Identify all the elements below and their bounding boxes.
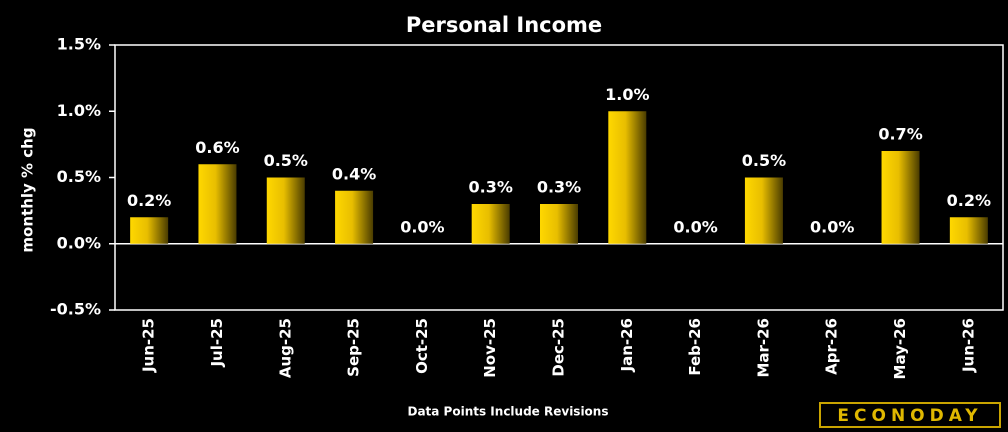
x-tick-label: Jul-25	[208, 318, 226, 368]
bar	[949, 217, 988, 244]
bar	[266, 177, 305, 244]
y-tick-label: -0.5%	[50, 300, 101, 319]
y-tick-label: 0.5%	[57, 167, 101, 186]
bar	[608, 111, 647, 244]
value-label: 0.7%	[878, 125, 922, 144]
value-label: 0.5%	[742, 151, 786, 170]
x-tick-label: Nov-25	[481, 318, 499, 378]
bar	[198, 164, 237, 244]
y-tick-label: 1.0%	[57, 101, 101, 120]
bar	[881, 151, 920, 244]
x-tick-label: Mar-26	[754, 318, 772, 378]
value-label: 0.0%	[810, 217, 854, 236]
bar	[130, 217, 169, 244]
y-axis-label: monthly % chg	[19, 127, 37, 252]
x-tick-label: Oct-25	[413, 318, 431, 374]
x-tick-label: Feb-26	[686, 318, 704, 376]
value-label: 0.0%	[673, 217, 717, 236]
x-tick-label: Jun-25	[140, 318, 158, 373]
y-tick-label: 0.0%	[57, 233, 101, 252]
value-label: 0.2%	[947, 191, 991, 210]
x-tick-label: Jun-26	[959, 318, 977, 373]
x-tick-label: Aug-25	[276, 318, 294, 378]
source-logo: ECONODAY	[837, 406, 982, 426]
value-label: 0.2%	[127, 191, 171, 210]
value-label: 0.6%	[195, 138, 239, 157]
value-label: 1.0%	[605, 85, 649, 104]
x-tick-label: Dec-25	[550, 318, 568, 377]
value-label: 0.5%	[264, 151, 308, 170]
bar	[471, 204, 510, 244]
value-label: 0.3%	[537, 178, 581, 197]
bar	[744, 177, 783, 244]
x-tick-label: Apr-26	[823, 318, 841, 375]
x-tick-label: Sep-25	[345, 318, 363, 377]
value-label: 0.3%	[469, 178, 513, 197]
logo-box	[819, 402, 1001, 428]
value-label: 0.0%	[400, 217, 444, 236]
x-tick-label: May-26	[891, 318, 909, 379]
footnote: Data Points Include Revisions	[407, 405, 608, 419]
chart-title: Personal Income	[406, 13, 602, 37]
x-tick-label: Jan-26	[618, 318, 636, 372]
bar	[335, 190, 374, 244]
y-tick-label: 1.5%	[57, 35, 101, 54]
bar	[540, 204, 578, 244]
value-label: 0.4%	[332, 164, 376, 183]
